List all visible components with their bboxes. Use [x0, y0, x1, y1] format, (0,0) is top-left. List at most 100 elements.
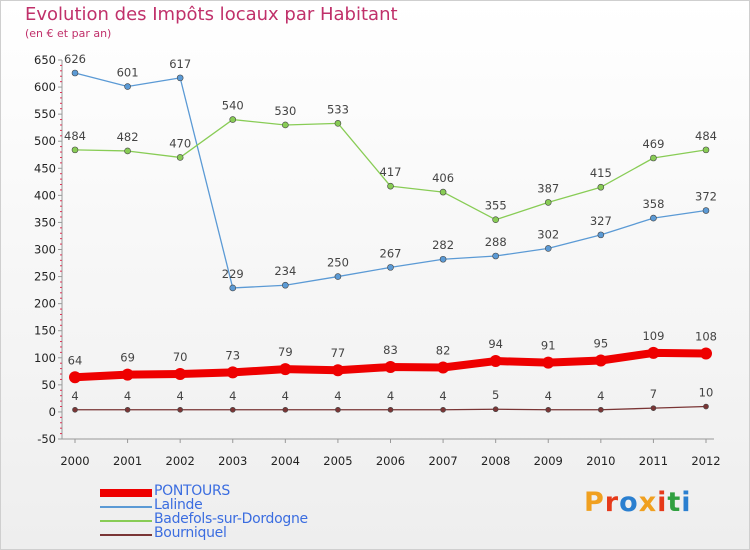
y-tick-label: 400	[34, 188, 56, 202]
data-label: 4	[229, 389, 236, 403]
x-tick-label: 2000	[60, 454, 89, 468]
data-label: 4	[597, 389, 604, 403]
y-tick-label: 300	[34, 243, 56, 257]
data-label: 484	[64, 129, 86, 143]
x-tick-label: 2010	[586, 454, 615, 468]
data-label: 94	[488, 337, 503, 351]
data-point	[597, 183, 605, 191]
data-point	[650, 214, 657, 222]
y-tick-label: 550	[34, 107, 56, 121]
data-label: 4	[439, 389, 446, 403]
logo-letter: x	[638, 487, 658, 518]
data-label: 10	[699, 386, 714, 400]
legend-swatch	[100, 506, 152, 508]
data-point	[700, 347, 712, 360]
data-point	[544, 199, 552, 206]
data-label: 470	[169, 136, 191, 150]
data-label: 540	[222, 99, 244, 113]
legend-label: Bourniquel	[154, 525, 227, 541]
data-label: 70	[173, 350, 188, 364]
data-label: 626	[64, 52, 86, 66]
data-label: 406	[432, 171, 454, 185]
data-label: 4	[387, 389, 394, 403]
data-point	[279, 363, 292, 376]
data-point	[597, 231, 605, 239]
data-label: 355	[485, 199, 507, 213]
data-label: 387	[537, 181, 559, 195]
data-label: 482	[117, 130, 139, 144]
x-tick-label: 2006	[376, 454, 405, 468]
x-tick-label: 2005	[323, 454, 352, 468]
x-tick-label: 2004	[271, 454, 300, 468]
data-point	[437, 361, 450, 374]
data-point	[594, 354, 607, 367]
y-tick-label: -50	[37, 432, 56, 446]
data-point	[650, 154, 657, 162]
data-label: 617	[169, 57, 191, 71]
data-label: 82	[436, 344, 451, 358]
data-label: 4	[124, 389, 131, 403]
data-label: 229	[222, 267, 244, 281]
data-label: 288	[485, 235, 507, 249]
data-label: 109	[642, 329, 664, 343]
data-point	[71, 146, 79, 154]
legend-label: Lalinde	[154, 497, 203, 513]
data-point	[545, 406, 552, 413]
data-point	[439, 255, 447, 263]
data-label: 417	[380, 165, 402, 179]
data-label: 358	[642, 197, 664, 211]
data-label: 4	[545, 389, 552, 403]
data-label: 267	[380, 246, 402, 260]
data-point	[489, 355, 502, 368]
data-point	[174, 368, 187, 381]
data-point	[492, 406, 499, 413]
data-point	[282, 121, 289, 129]
data-label: 69	[120, 351, 135, 365]
y-tick-label: 250	[34, 270, 56, 284]
data-point	[229, 116, 237, 123]
data-point	[334, 273, 342, 280]
data-point	[650, 405, 657, 411]
legend-swatch	[100, 520, 152, 522]
x-tick-label: 2011	[639, 454, 668, 468]
data-label: 234	[274, 264, 296, 278]
logo-letter: o	[619, 487, 639, 518]
data-label: 533	[327, 102, 349, 116]
logo-letter: r	[604, 487, 620, 518]
legend-label: Badefols-sur-Dordogne	[154, 511, 308, 527]
legend-label: PONTOURS	[154, 483, 230, 499]
data-label: 4	[177, 389, 184, 403]
data-point	[124, 147, 131, 155]
data-point	[69, 371, 81, 384]
y-tick-label: 450	[34, 161, 56, 175]
proxiti-logo: Proxiti	[584, 487, 692, 518]
data-point	[229, 406, 236, 413]
data-label: 73	[225, 348, 240, 362]
x-tick-label: 2007	[428, 454, 457, 468]
data-point	[124, 83, 131, 90]
y-tick-label: 500	[34, 134, 56, 148]
data-point	[492, 252, 499, 260]
data-point	[702, 207, 710, 214]
data-point	[226, 366, 239, 379]
data-label: 4	[71, 389, 78, 403]
data-point	[229, 284, 237, 292]
data-point	[387, 264, 394, 271]
legend-swatch	[100, 489, 152, 497]
data-label: 327	[590, 214, 612, 228]
data-point	[702, 146, 710, 154]
data-point	[544, 245, 552, 252]
y-tick-label: 600	[34, 80, 56, 94]
data-label: 91	[541, 339, 556, 353]
y-tick-label: 50	[41, 378, 56, 392]
data-label: 530	[274, 104, 296, 118]
data-label: 250	[327, 256, 349, 270]
data-point	[334, 120, 342, 127]
x-tick-label: 2012	[691, 454, 720, 468]
data-point	[72, 406, 78, 413]
logo-letter: i	[681, 487, 692, 518]
y-tick-label: 350	[34, 215, 56, 229]
data-point	[335, 406, 341, 413]
